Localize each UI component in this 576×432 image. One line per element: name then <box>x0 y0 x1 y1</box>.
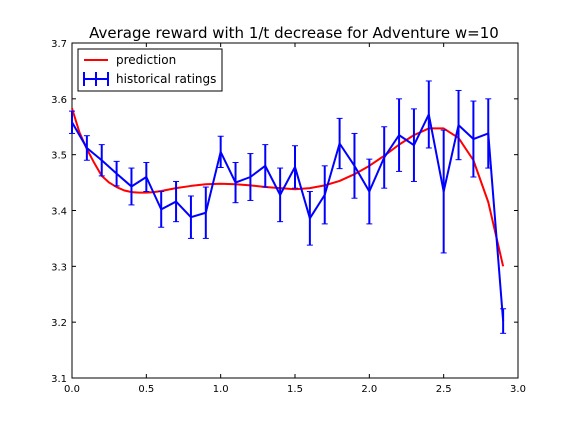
legend: prediction historical ratings <box>77 48 223 92</box>
series-line-historical-ratings <box>71 113 505 322</box>
chart-title: Average reward with 1/t decrease for Adv… <box>89 24 499 42</box>
legend-box <box>77 48 223 92</box>
plot-area <box>71 42 519 379</box>
axis-ticks: 0.0 0.5 1.0 1.5 2.0 2.5 3.0 3.1 3.2 3.3 3.4 3.5 3.6 3… <box>51 39 526 395</box>
x-tick-label: 1.0 <box>213 384 229 395</box>
legend-swatch-historical-ratings <box>83 72 109 86</box>
y-tick-label: 3.6 <box>51 95 67 106</box>
y-tick-label: 3.5 <box>51 151 67 162</box>
plot-series <box>69 80 507 334</box>
y-tick-label: 3.2 <box>51 318 67 329</box>
legend-label-historical-ratings: historical ratings <box>116 72 216 86</box>
x-tick-label: 0.5 <box>138 384 154 395</box>
legend-label-prediction: prediction <box>116 53 176 67</box>
x-tick-label: 3.0 <box>510 384 526 395</box>
x-tick-label: 1.5 <box>287 384 303 395</box>
x-tick-label: 2.0 <box>361 384 377 395</box>
y-tick-label: 3.1 <box>51 374 67 385</box>
x-tick-label: 0.0 <box>64 384 80 395</box>
y-tick-label: 3.4 <box>51 207 67 218</box>
y-tick-label: 3.3 <box>51 262 67 273</box>
y-tick-label: 3.7 <box>51 39 67 50</box>
x-tick-label: 2.5 <box>436 384 452 395</box>
